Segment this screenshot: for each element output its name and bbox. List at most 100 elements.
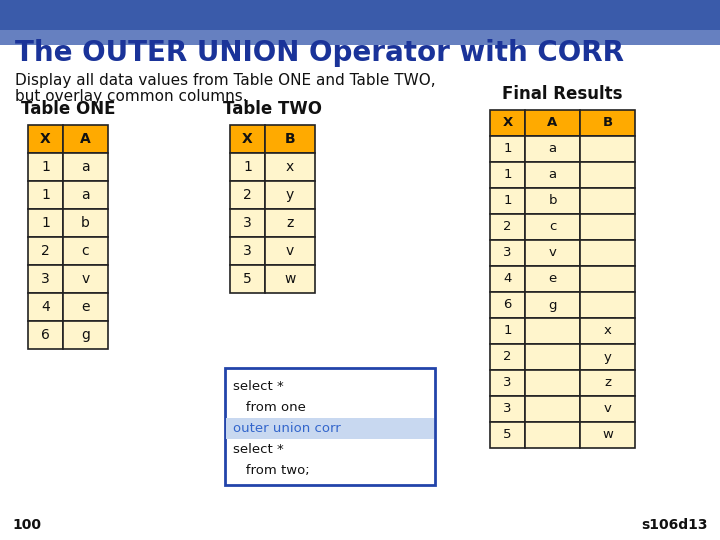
Bar [525, 292, 580, 318]
Bar [230, 153, 265, 181]
Bar [580, 422, 635, 448]
Bar [63, 209, 108, 237]
Bar [265, 237, 315, 265]
Bar [265, 209, 315, 237]
Text: 1: 1 [503, 168, 512, 181]
Text: Display all data values from Table ONE and Table TWO,: Display all data values from Table ONE a… [15, 72, 436, 87]
Text: 1: 1 [503, 325, 512, 338]
Text: c: c [81, 244, 89, 258]
Bar [525, 188, 580, 214]
Text: 3: 3 [503, 376, 512, 389]
Text: 1: 1 [41, 188, 50, 202]
Bar [490, 162, 525, 188]
Bar [525, 240, 580, 266]
Bar [525, 266, 580, 292]
Text: z: z [287, 216, 294, 230]
Text: e: e [549, 273, 557, 286]
Bar [490, 188, 525, 214]
Text: w: w [602, 429, 613, 442]
Bar [490, 344, 525, 370]
Bar [28, 153, 63, 181]
Text: 5: 5 [503, 429, 512, 442]
Bar [525, 136, 580, 162]
Text: 4: 4 [503, 273, 512, 286]
Text: 1: 1 [243, 160, 252, 174]
Bar [580, 136, 635, 162]
Text: 4: 4 [41, 300, 50, 314]
Text: select *: select * [233, 380, 284, 393]
Bar [63, 181, 108, 209]
Text: 3: 3 [243, 244, 252, 258]
Bar [63, 293, 108, 321]
Bar [580, 188, 635, 214]
Bar [490, 136, 525, 162]
Text: 1: 1 [41, 216, 50, 230]
Bar [490, 110, 525, 136]
Text: but overlay common columns.: but overlay common columns. [15, 89, 248, 104]
Bar [580, 240, 635, 266]
Text: Final Results: Final Results [503, 85, 623, 103]
Bar [580, 162, 635, 188]
Text: v: v [549, 246, 557, 260]
Text: g: g [548, 299, 557, 312]
Text: x: x [286, 160, 294, 174]
Bar [525, 110, 580, 136]
Bar [580, 292, 635, 318]
Text: Table TWO: Table TWO [223, 100, 322, 118]
Bar [230, 181, 265, 209]
Text: y: y [603, 350, 611, 363]
Bar [490, 422, 525, 448]
Text: s106d13: s106d13 [642, 518, 708, 532]
Text: X: X [242, 132, 253, 146]
Bar [63, 265, 108, 293]
Bar [525, 396, 580, 422]
Text: 1: 1 [41, 160, 50, 174]
Text: 5: 5 [243, 272, 252, 286]
Text: z: z [604, 376, 611, 389]
Text: v: v [81, 272, 89, 286]
Text: 2: 2 [503, 350, 512, 363]
Bar [28, 293, 63, 321]
Text: The OUTER UNION Operator with CORR: The OUTER UNION Operator with CORR [15, 39, 624, 67]
Text: from one: from one [233, 401, 306, 414]
Bar [230, 209, 265, 237]
Bar [525, 344, 580, 370]
Bar [490, 266, 525, 292]
Text: g: g [81, 328, 90, 342]
Bar [525, 422, 580, 448]
Bar [490, 292, 525, 318]
Text: e: e [81, 300, 90, 314]
Bar [490, 396, 525, 422]
Text: c: c [549, 220, 556, 233]
Bar [265, 125, 315, 153]
Text: a: a [81, 188, 90, 202]
Bar [580, 396, 635, 422]
Bar [265, 153, 315, 181]
Bar [490, 318, 525, 344]
Text: 3: 3 [41, 272, 50, 286]
Bar [230, 237, 265, 265]
Text: B: B [284, 132, 295, 146]
Text: B: B [603, 117, 613, 130]
Text: x: x [603, 325, 611, 338]
Text: Table ONE: Table ONE [21, 100, 115, 118]
Bar [525, 318, 580, 344]
Text: b: b [548, 194, 557, 207]
Bar [28, 265, 63, 293]
Bar [265, 265, 315, 293]
Bar [226, 418, 434, 439]
Text: 2: 2 [243, 188, 252, 202]
Text: 1: 1 [503, 194, 512, 207]
Text: w: w [284, 272, 296, 286]
Bar [0, 30, 720, 45]
Text: a: a [549, 168, 557, 181]
Bar [580, 266, 635, 292]
Bar [490, 214, 525, 240]
Text: v: v [286, 244, 294, 258]
Text: 6: 6 [503, 299, 512, 312]
Bar [0, 0, 720, 30]
Text: 3: 3 [503, 402, 512, 415]
Bar [230, 265, 265, 293]
Bar [63, 153, 108, 181]
Bar [63, 125, 108, 153]
